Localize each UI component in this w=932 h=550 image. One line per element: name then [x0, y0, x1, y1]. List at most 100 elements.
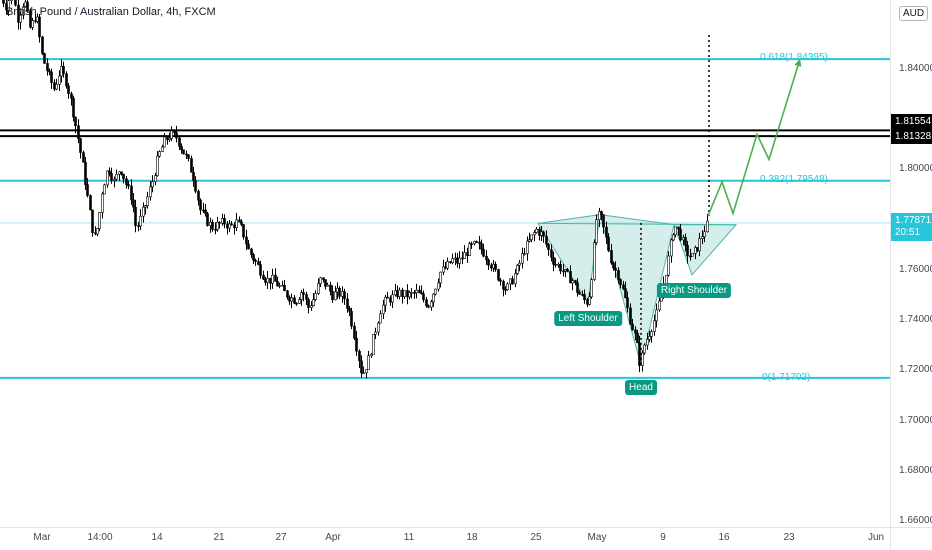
time-axis-separator — [0, 527, 932, 528]
price-tick-label: 1.72000 — [899, 364, 932, 376]
candle-body-55 — [132, 199, 135, 208]
candle-body-103 — [247, 243, 250, 250]
candle-body-288 — [691, 253, 694, 257]
bar-countdown: 20:51 — [895, 227, 921, 238]
candle-body-234 — [562, 270, 565, 273]
candle-body-240 — [576, 282, 579, 293]
candle-body-215 — [516, 264, 519, 274]
candle-body-78 — [187, 154, 190, 159]
candle-body-29 — [70, 93, 73, 99]
candle-body-70 — [168, 137, 171, 140]
candle-body-121 — [290, 297, 293, 302]
candle-body-174 — [418, 289, 421, 294]
time-tick-label: Mar — [33, 532, 51, 543]
candle-body-226 — [542, 231, 545, 237]
candle-body-49 — [118, 171, 121, 175]
candle-body-127 — [305, 294, 308, 300]
candle-body-143 — [343, 291, 346, 300]
candle-body-249 — [598, 211, 601, 220]
candle-body-160 — [384, 296, 387, 306]
candle-body-89 — [214, 229, 217, 231]
candle-body-191 — [458, 257, 461, 264]
price-axis-separator — [890, 0, 891, 550]
candle-body-40 — [96, 228, 99, 235]
candle-body-158 — [379, 313, 382, 324]
candle-body-21 — [50, 71, 53, 83]
candle-body-208 — [499, 279, 502, 282]
candle-body-132 — [317, 283, 320, 294]
candle-body-126 — [302, 292, 305, 295]
candle-body-221 — [530, 234, 533, 240]
candle-body-24 — [58, 75, 61, 85]
candle-body-255 — [612, 262, 615, 269]
candle-body-230 — [552, 257, 555, 265]
candle-body-88 — [211, 221, 214, 230]
candle-body-83 — [199, 199, 202, 211]
candle-body-118 — [283, 284, 286, 292]
candle-body-16 — [38, 16, 41, 38]
candle-body-195 — [468, 243, 471, 256]
candle-body-73 — [175, 132, 178, 139]
candle-body-105 — [252, 254, 255, 261]
candle-body-75 — [180, 146, 183, 151]
candle-body-294 — [706, 220, 709, 233]
candle-body-84 — [202, 209, 205, 212]
candle-body-95 — [228, 223, 231, 229]
candle-body-90 — [216, 221, 219, 230]
candle-body-152 — [365, 369, 368, 374]
candle-body-52 — [125, 178, 128, 185]
candle-body-18 — [43, 53, 46, 64]
candle-body-184 — [442, 266, 445, 273]
candle-body-256 — [614, 267, 617, 271]
candle-body-269 — [646, 339, 649, 346]
candle-body-223 — [535, 228, 538, 233]
time-tick-label: 9 — [660, 532, 666, 543]
currency-badge[interactable]: AUD — [899, 6, 929, 21]
candle-body-35 — [84, 161, 87, 185]
price-tick-label: 1.74000 — [899, 314, 932, 326]
candle-body-20 — [48, 70, 51, 73]
candle-body-246 — [590, 279, 593, 298]
fib-level-label: 0.382(1.79548) — [760, 174, 828, 185]
candle-body-41 — [98, 212, 101, 229]
candle-body-60 — [144, 205, 147, 208]
candle-body-23 — [55, 84, 58, 90]
candle-body-44 — [106, 170, 109, 186]
candle-body-136 — [326, 284, 329, 287]
candle-body-91 — [218, 221, 221, 224]
time-tick-label: 18 — [466, 532, 478, 543]
candle-body-61 — [146, 196, 149, 206]
candle-body-129 — [310, 305, 313, 308]
candle-body-237 — [569, 271, 572, 284]
candle-body-87 — [209, 221, 212, 226]
price-tick-label: 1.68000 — [899, 464, 932, 476]
candle-body-100 — [240, 221, 243, 225]
time-tick-label: 21 — [213, 532, 225, 543]
candle-body-144 — [346, 298, 349, 309]
candle-body-175 — [420, 292, 423, 295]
candle-body-198 — [475, 241, 478, 243]
candle-body-154 — [370, 353, 373, 357]
projection-arrowhead — [794, 58, 802, 67]
candle-body-135 — [324, 279, 327, 287]
candle-body-58 — [139, 215, 142, 227]
resistance-price-label-upper: 1.81554 — [891, 114, 932, 129]
candle-body-159 — [382, 304, 385, 315]
candle-body-30 — [72, 98, 75, 118]
candle-body-155 — [372, 334, 375, 355]
candle-body-33 — [79, 138, 82, 153]
candle-body-273 — [655, 309, 658, 322]
candle-body-227 — [545, 236, 548, 245]
candle-body-163 — [391, 294, 394, 303]
candle-body-267 — [641, 352, 644, 366]
candle-body-282 — [677, 226, 680, 230]
candle-body-98 — [235, 219, 238, 228]
candle-body-104 — [250, 248, 253, 255]
candle-body-19 — [46, 63, 49, 72]
candle-body-137 — [329, 284, 332, 292]
candle-body-274 — [658, 300, 661, 311]
candle-body-107 — [257, 261, 260, 265]
candle-body-26 — [62, 66, 65, 74]
price-tick-label: 1.70000 — [899, 414, 932, 426]
